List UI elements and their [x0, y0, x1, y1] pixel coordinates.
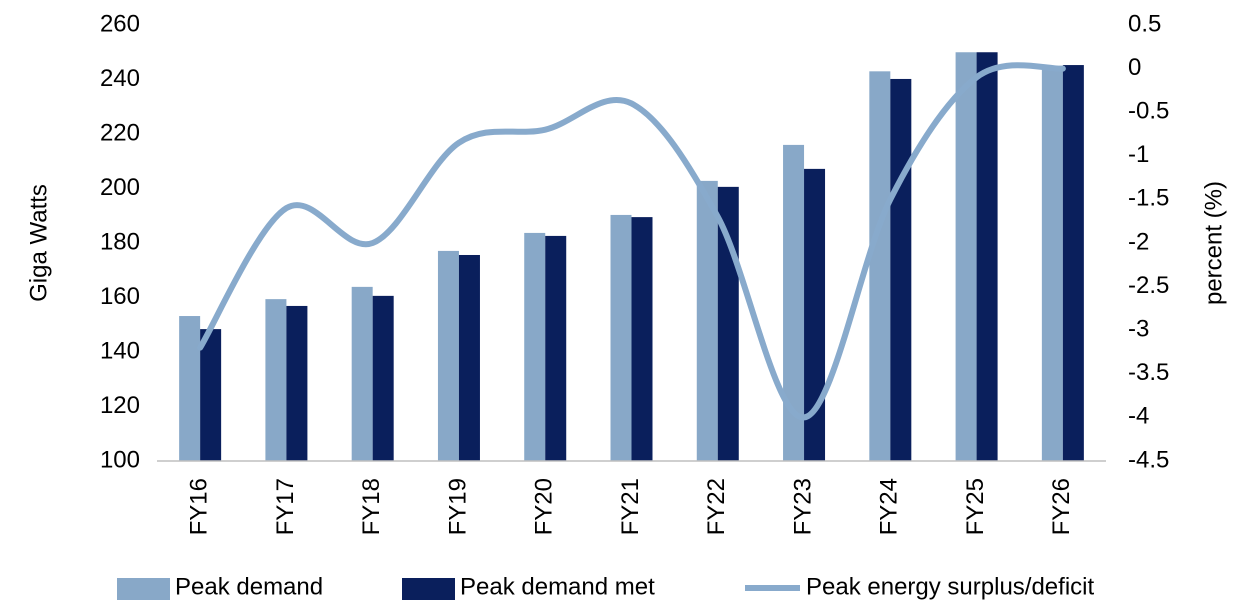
bar: [976, 52, 998, 461]
x-tick-label: FY24: [876, 478, 903, 535]
y2-tick-label: -0.5: [1128, 98, 1169, 125]
y-tick-label: 100: [100, 446, 140, 473]
y-tick-label: 160: [100, 283, 140, 310]
bar: [179, 316, 201, 461]
y-tick-label: 200: [100, 174, 140, 201]
y2-tick-label: -4.5: [1128, 446, 1169, 473]
x-tick-label: FY19: [444, 478, 471, 535]
bar: [869, 71, 891, 461]
bar: [804, 168, 826, 461]
legend-swatch: [402, 578, 455, 600]
legend-label: Peak demand met: [460, 573, 655, 600]
y2-tick-label: 0: [1128, 54, 1141, 81]
legend-label: Peak energy surplus/deficit: [806, 573, 1094, 600]
x-tick-label: FY16: [185, 478, 212, 535]
x-tick-label: FY18: [358, 478, 385, 535]
y-tick-label: 120: [100, 392, 140, 419]
y-tick-label: 260: [100, 10, 140, 37]
bar: [372, 295, 394, 461]
x-tick-label: FY23: [789, 478, 816, 535]
y2-tick-label: -1: [1128, 141, 1149, 168]
bar: [696, 180, 718, 461]
y2-tick-label: -3.5: [1128, 359, 1169, 386]
bar: [265, 299, 287, 461]
y2-tick-label: -1.5: [1128, 185, 1169, 212]
bar: [545, 235, 567, 461]
x-tick-label: FY26: [1048, 478, 1075, 535]
x-tick-label: FY17: [272, 478, 299, 535]
x-tick-label: FY25: [962, 478, 989, 535]
bar: [437, 250, 459, 461]
y-tick-label: 180: [100, 228, 140, 255]
bar: [1041, 65, 1063, 461]
bar: [351, 286, 373, 461]
x-tick-label: FY21: [617, 478, 644, 535]
y2-tick-label: 0.5: [1128, 10, 1161, 37]
y2-tick-label: -2.5: [1128, 272, 1169, 299]
bar: [200, 329, 222, 461]
bar: [631, 217, 653, 461]
x-tick-label: FY20: [531, 478, 558, 535]
y-tick-label: 140: [100, 337, 140, 364]
legend-swatch: [117, 578, 170, 600]
y2-tick-label: -3: [1128, 316, 1149, 343]
y2-axis-title: percent (%): [1200, 181, 1227, 305]
x-tick-label: FY22: [703, 478, 730, 535]
bar: [783, 144, 805, 461]
bar: [286, 305, 308, 461]
bar: [458, 254, 480, 461]
y2-tick-label: -4: [1128, 403, 1149, 430]
bar: [890, 78, 912, 461]
y-tick-label: 220: [100, 119, 140, 146]
bar: [610, 214, 632, 461]
line: [197, 62, 1066, 421]
y2-tick-label: -2: [1128, 228, 1149, 255]
y-tick-label: 240: [100, 65, 140, 92]
bar: [524, 232, 546, 461]
bar: [955, 52, 977, 461]
legend-label: Peak demand: [175, 573, 323, 600]
bar: [1062, 65, 1084, 462]
y-axis-title: Giga Watts: [25, 184, 52, 302]
